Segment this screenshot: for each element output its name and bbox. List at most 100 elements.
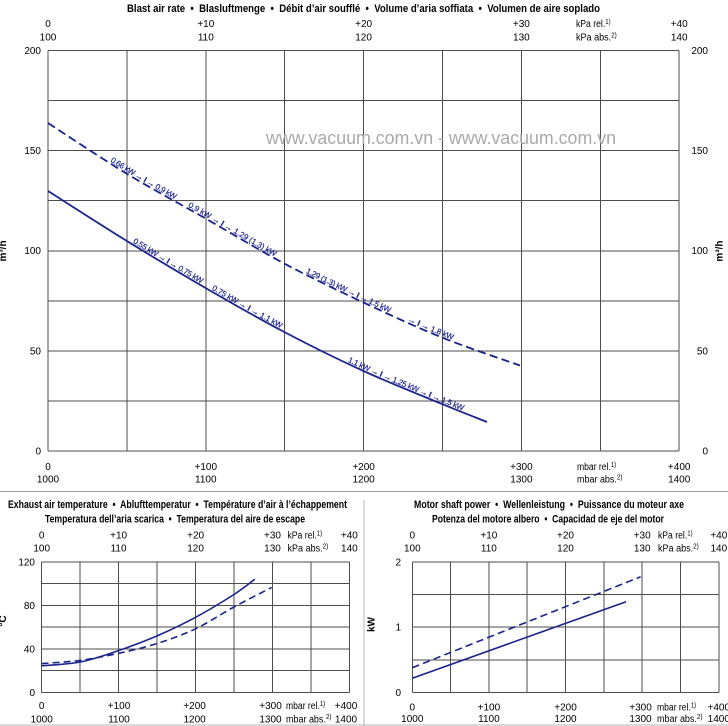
svg-text:100: 100 [691, 246, 708, 257]
svg-text:0: 0 [45, 19, 51, 30]
svg-text:kW: kW [367, 616, 378, 632]
svg-text:0: 0 [39, 701, 45, 712]
svg-text:+20: +20 [355, 19, 372, 30]
svg-text:Blast air rate • Blasluftmen: Blast air rate • Blasluftmenge • Débit d… [127, 3, 600, 15]
svg-text:+30: +30 [634, 531, 651, 542]
svg-text:m³/h: m³/h [0, 240, 9, 261]
svg-text:50: 50 [30, 346, 42, 357]
svg-text:1300: 1300 [510, 475, 533, 486]
svg-text:1000: 1000 [31, 714, 54, 725]
svg-text:+40: +40 [341, 531, 358, 542]
svg-text:120: 120 [557, 544, 574, 555]
svg-text:130: 130 [634, 544, 651, 555]
svg-text:kPa abs.2): kPa abs.2) [576, 32, 617, 43]
svg-text:0.9 kW → Ι → 1.29 (1.3) kW: 0.9 kW → Ι → 1.29 (1.3) kW [187, 201, 279, 259]
svg-text:1000: 1000 [401, 714, 424, 725]
svg-text:+200: +200 [554, 703, 577, 714]
svg-text:1300: 1300 [259, 714, 282, 725]
svg-text:1: 1 [395, 623, 401, 634]
svg-text:+400: +400 [335, 701, 358, 712]
svg-text:0: 0 [39, 531, 45, 542]
svg-text:1.1 kW → Ι → 1.25 kW → Ι → 1.5: 1.1 kW → Ι → 1.25 kW → Ι → 1.5 kW [347, 355, 466, 412]
svg-text:+30: +30 [513, 19, 530, 30]
svg-text:100: 100 [404, 544, 421, 555]
svg-text:1100: 1100 [478, 714, 500, 725]
svg-text:0: 0 [29, 688, 35, 699]
svg-text:+200: +200 [352, 462, 375, 473]
svg-text:+10: +10 [197, 19, 214, 30]
svg-text:0.75 kW → Ι → 1.1 kW: 0.75 kW → Ι → 1.1 kW [211, 284, 285, 331]
svg-text:0: 0 [395, 688, 401, 699]
svg-text:m³/h: m³/h [715, 240, 726, 261]
svg-text:0.66 kW → Ι → 0.9 kW: 0.66 kW → Ι → 0.9 kW [109, 156, 179, 202]
svg-text:200: 200 [691, 46, 708, 57]
svg-text:kPa rel.1): kPa rel.1) [576, 19, 611, 30]
svg-text:120: 120 [18, 557, 35, 568]
svg-text:kPa rel.1): kPa rel.1) [288, 530, 323, 541]
svg-text:1200: 1200 [352, 475, 375, 486]
svg-text:Temperatura dell’aria scarica: Temperatura dell’aria scarica • Temperat… [45, 514, 305, 526]
svg-text:kPa rel.1): kPa rel.1) [658, 530, 693, 541]
svg-text:mbar rel.1): mbar rel.1) [577, 462, 616, 473]
svg-text:0: 0 [45, 462, 51, 473]
svg-text:mbar rel.1): mbar rel.1) [657, 702, 696, 713]
svg-text:200: 200 [24, 46, 41, 57]
svg-text:140: 140 [671, 33, 688, 44]
svg-text:°C: °C [0, 615, 9, 626]
svg-text:100: 100 [40, 33, 57, 44]
svg-text:Motor shaft power • Wellenle: Motor shaft power • Wellenleistung • Pui… [414, 499, 684, 511]
svg-text:mbar abs.2): mbar abs.2) [577, 474, 623, 485]
svg-text:+10: +10 [110, 531, 127, 542]
svg-text:110: 110 [111, 544, 127, 555]
svg-text:+300: +300 [629, 703, 652, 714]
svg-text:mbar abs.2): mbar abs.2) [286, 714, 332, 725]
svg-text:0: 0 [35, 447, 41, 458]
svg-text:+300: +300 [510, 462, 533, 473]
svg-text:100: 100 [33, 544, 50, 555]
svg-text:+300: +300 [259, 701, 282, 712]
svg-text:1100: 1100 [195, 475, 217, 486]
svg-text:+200: +200 [183, 701, 206, 712]
svg-text:150: 150 [691, 146, 708, 157]
svg-text:kPa abs.2): kPa abs.2) [288, 543, 329, 554]
svg-text:1000: 1000 [37, 475, 60, 486]
svg-text:0: 0 [702, 447, 708, 458]
svg-text:+40: +40 [671, 19, 688, 30]
svg-text:110: 110 [198, 33, 214, 44]
svg-text:+20: +20 [557, 531, 574, 542]
svg-text:mbar abs.2): mbar abs.2) [657, 714, 703, 725]
svg-text:www.vacuum.com.vn - www.vacuum: www.vacuum.com.vn - www.vacuum.com.vn [265, 128, 616, 148]
svg-text:1200: 1200 [554, 714, 577, 725]
svg-text:+400: +400 [668, 462, 691, 473]
svg-text:130: 130 [513, 33, 530, 44]
svg-text:+20: +20 [187, 531, 204, 542]
svg-text:40: 40 [24, 644, 36, 655]
svg-text:80: 80 [24, 601, 36, 612]
svg-text:Exhaust air temperature • Ab: Exhaust air temperature • Ablufttemperat… [8, 499, 347, 511]
svg-text:→ Ι → 1.8 kW: → Ι → 1.8 kW [407, 315, 456, 342]
svg-text:+30: +30 [264, 531, 281, 542]
svg-text:+100: +100 [478, 703, 501, 714]
svg-text:120: 120 [355, 33, 372, 44]
svg-text:140: 140 [710, 544, 727, 555]
svg-text:+400: +400 [708, 703, 728, 714]
svg-text:kPa abs.2): kPa abs.2) [658, 543, 699, 554]
svg-text:1.29 (1.3) kW → Ι → 1.5 kW: 1.29 (1.3) kW → Ι → 1.5 kW [305, 266, 393, 314]
svg-text:+40: +40 [710, 531, 727, 542]
svg-text:+10: +10 [480, 531, 497, 542]
svg-text:1400: 1400 [708, 714, 728, 725]
svg-text:0.55 kW → Ι → 0.75 kW: 0.55 kW → Ι → 0.75 kW [131, 237, 205, 286]
svg-text:Potenza del motore albero •: Potenza del motore albero • Capacidad de… [432, 514, 665, 526]
svg-text:100: 100 [24, 246, 41, 257]
svg-text:50: 50 [697, 346, 709, 357]
svg-text:1100: 1100 [108, 714, 130, 725]
svg-text:0: 0 [410, 703, 416, 714]
svg-text:110: 110 [481, 544, 497, 555]
svg-text:140: 140 [341, 544, 358, 555]
svg-text:150: 150 [24, 146, 41, 157]
svg-text:1200: 1200 [183, 714, 206, 725]
svg-text:+100: +100 [195, 462, 218, 473]
svg-text:+100: +100 [108, 701, 131, 712]
svg-text:120: 120 [187, 544, 204, 555]
svg-text:130: 130 [264, 544, 281, 555]
